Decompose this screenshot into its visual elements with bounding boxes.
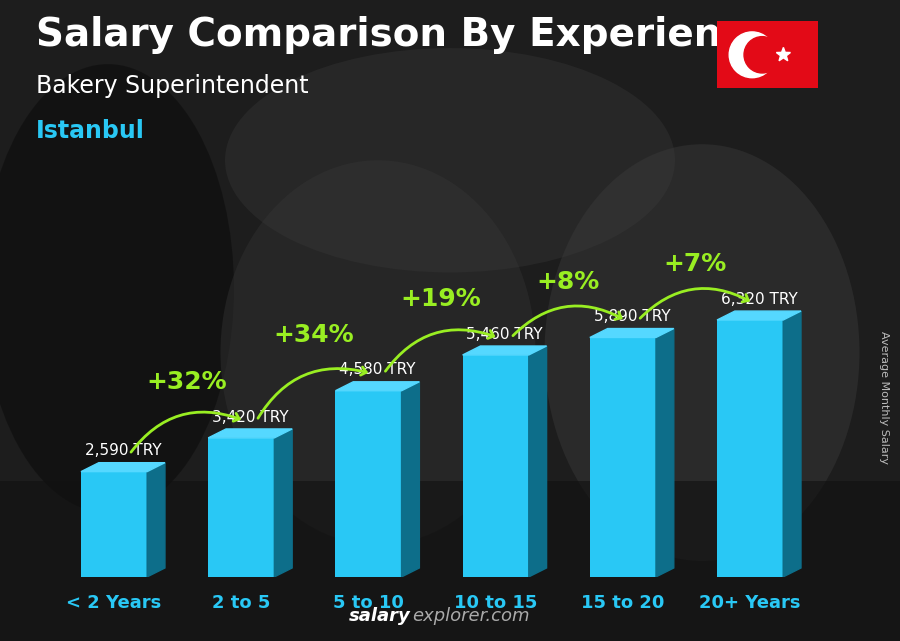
Text: +32%: +32% [147,370,227,394]
Polygon shape [274,429,292,577]
Ellipse shape [0,64,234,513]
Text: +34%: +34% [274,323,354,347]
Bar [208,438,274,577]
Polygon shape [336,382,419,391]
Text: Bakery Superintendent: Bakery Superintendent [36,74,309,97]
Text: 4,580 TRY: 4,580 TRY [339,362,416,378]
Text: 6,320 TRY: 6,320 TRY [721,292,797,307]
Bar [81,472,147,577]
Polygon shape [656,329,674,577]
Polygon shape [463,346,546,355]
Text: 3,420 TRY: 3,420 TRY [212,410,289,424]
Text: Salary Comparison By Experience: Salary Comparison By Experience [36,16,770,54]
Polygon shape [590,329,674,337]
FancyBboxPatch shape [0,481,900,641]
Ellipse shape [220,160,536,545]
Polygon shape [529,346,546,577]
Text: Istanbul: Istanbul [36,119,145,142]
Text: 5,460 TRY: 5,460 TRY [466,327,543,342]
Polygon shape [777,47,790,61]
Text: Average Monthly Salary: Average Monthly Salary [878,331,889,464]
Ellipse shape [225,48,675,272]
Polygon shape [783,311,801,577]
Polygon shape [208,429,292,438]
Bar [463,355,529,577]
Bar [717,320,783,577]
Text: 5,890 TRY: 5,890 TRY [593,309,670,324]
Ellipse shape [544,144,860,561]
Bar [590,337,656,577]
Text: +19%: +19% [400,287,482,312]
Text: explorer.com: explorer.com [412,607,530,625]
Polygon shape [717,311,801,320]
Polygon shape [81,463,165,472]
Text: 2,590 TRY: 2,590 TRY [85,444,161,458]
Polygon shape [147,463,165,577]
Circle shape [729,32,775,78]
Text: +8%: +8% [536,270,599,294]
Polygon shape [401,382,419,577]
Text: +7%: +7% [664,253,727,276]
Bar [336,391,401,577]
Circle shape [744,37,780,73]
Text: salary: salary [348,607,410,625]
